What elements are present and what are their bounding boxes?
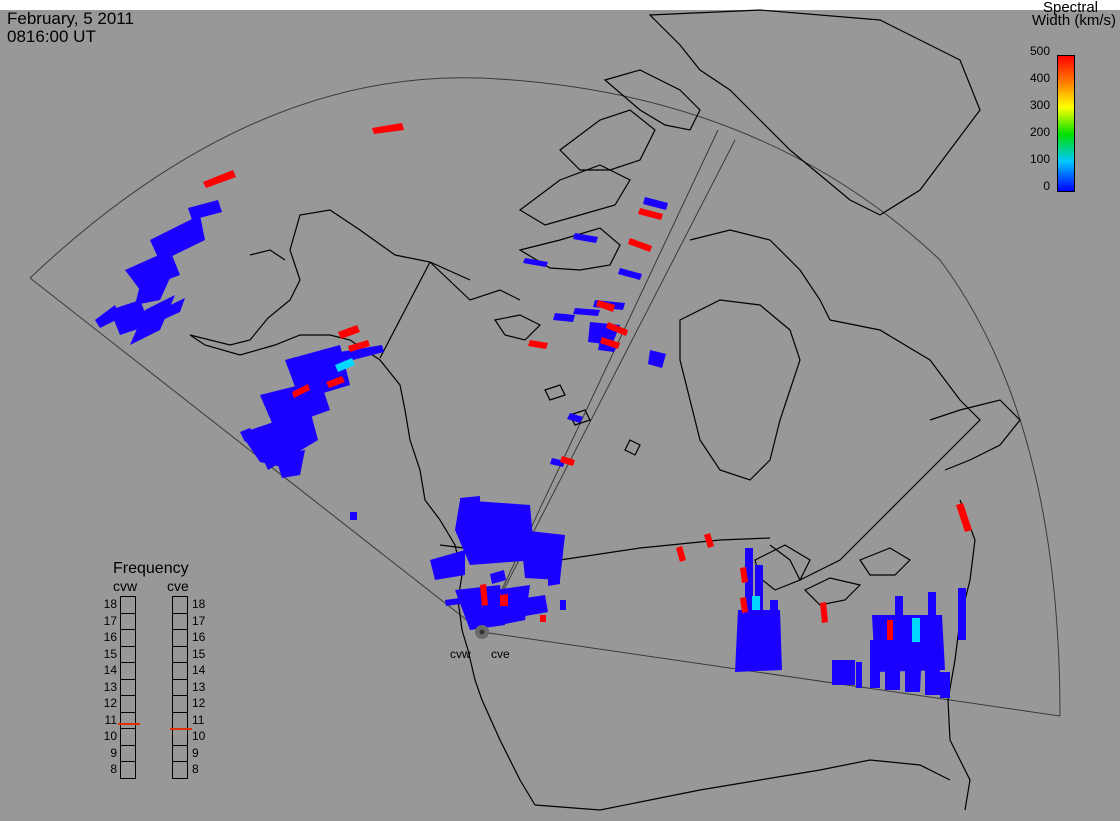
- frequency-cell-cve: [172, 744, 188, 762]
- frequency-cell-cve: [172, 761, 188, 779]
- frequency-scale-label-cve: 11: [192, 712, 205, 727]
- frequency-cell-cvw: [120, 711, 136, 729]
- frequency-scale-label-cve: 13: [192, 679, 206, 694]
- frequency-cell-cvw: [120, 662, 136, 680]
- frequency-cell-cvw: [120, 612, 136, 630]
- frequency-label-cve: cve: [167, 578, 189, 594]
- frequency-scale-label-cve: 15: [192, 646, 206, 661]
- frequency-cell-cvw: [120, 744, 136, 762]
- colorbar-tick: 400: [1029, 71, 1050, 85]
- frequency-cell-cve: [172, 596, 188, 614]
- frequency-scale-label-cve: 12: [192, 696, 206, 710]
- frequency-cell-cve: [172, 645, 188, 663]
- frequency-scale-label-cvw: 13: [103, 679, 117, 694]
- frequency-scale-label-cvw: 9: [110, 745, 117, 760]
- frequency-cell-cve: [172, 711, 188, 729]
- frequency-title: Frequency: [113, 560, 189, 577]
- frequency-scale-label-cvw: 15: [103, 646, 117, 661]
- frequency-cell-cve: [172, 695, 188, 713]
- colorbar: [1057, 55, 1075, 192]
- frequency-cell-cvw: [120, 761, 136, 779]
- frequency-scale-label-cve: 17: [192, 613, 206, 628]
- frequency-cell-cve: [172, 728, 188, 746]
- frequency-cell-cve: [172, 678, 188, 696]
- frequency-cell-cvw: [120, 678, 136, 696]
- frequency-scale-label-cvw: 17: [103, 613, 117, 628]
- time-label: 0816:00 UT: [7, 27, 96, 46]
- frequency-cell-cvw: [120, 645, 136, 663]
- colorbar-tick: 200: [1029, 125, 1050, 139]
- frequency-scale-label-cvw: 11: [104, 712, 117, 727]
- frequency-cell-cve: [172, 629, 188, 647]
- frequency-cell-cvw: [120, 695, 136, 713]
- frequency-cell-cve: [172, 662, 188, 680]
- frequency-scale-label-cve: 16: [192, 630, 206, 644]
- frequency-marker-cvw: [118, 723, 140, 726]
- colorbar-tick: 0: [1043, 179, 1050, 193]
- frequency-scale-label-cve: 8: [192, 762, 199, 776]
- date-label: February, 5 2011: [7, 9, 134, 28]
- radar-label-cvw: cvw: [450, 647, 471, 661]
- frequency-scale-label-cve: 14: [192, 663, 206, 677]
- frequency-cell-cve: [172, 612, 188, 630]
- frequency-cell-cvw: [120, 728, 136, 746]
- frequency-scale-label-cve: 10: [192, 729, 206, 743]
- colorbar-tick: 300: [1029, 98, 1050, 112]
- frequency-cell-cvw: [120, 629, 136, 647]
- frequency-scale-label-cvw: 18: [103, 597, 117, 611]
- colorbar-tick: 500: [1029, 44, 1050, 58]
- frequency-scale-label-cvw: 16: [103, 630, 117, 644]
- coastlines: [189, 9, 1021, 811]
- radar-label-cve: cve: [491, 647, 510, 661]
- frequency-cell-cvw: [120, 596, 136, 614]
- frequency-scale-label-cvw: 8: [110, 762, 117, 776]
- radar-site-center: [479, 629, 485, 635]
- frequency-marker-cve: [170, 728, 192, 730]
- frequency-scale-label-cve: 18: [192, 597, 206, 611]
- colorbar-title-line2: Width (km/s): [1031, 12, 1116, 29]
- colorbar-tick: 100: [1029, 152, 1050, 166]
- scatter-data: [95, 123, 972, 698]
- frequency-label-cvw: cvw: [113, 578, 138, 594]
- frequency-scale-label-cvw: 12: [103, 696, 117, 710]
- frequency-scale-label-cvw: 10: [103, 729, 117, 743]
- colorbar-title-line1: Spectral: [1042, 0, 1098, 16]
- frequency-scale-label-cve: 9: [192, 745, 199, 760]
- frequency-scale-label-cvw: 14: [103, 663, 117, 677]
